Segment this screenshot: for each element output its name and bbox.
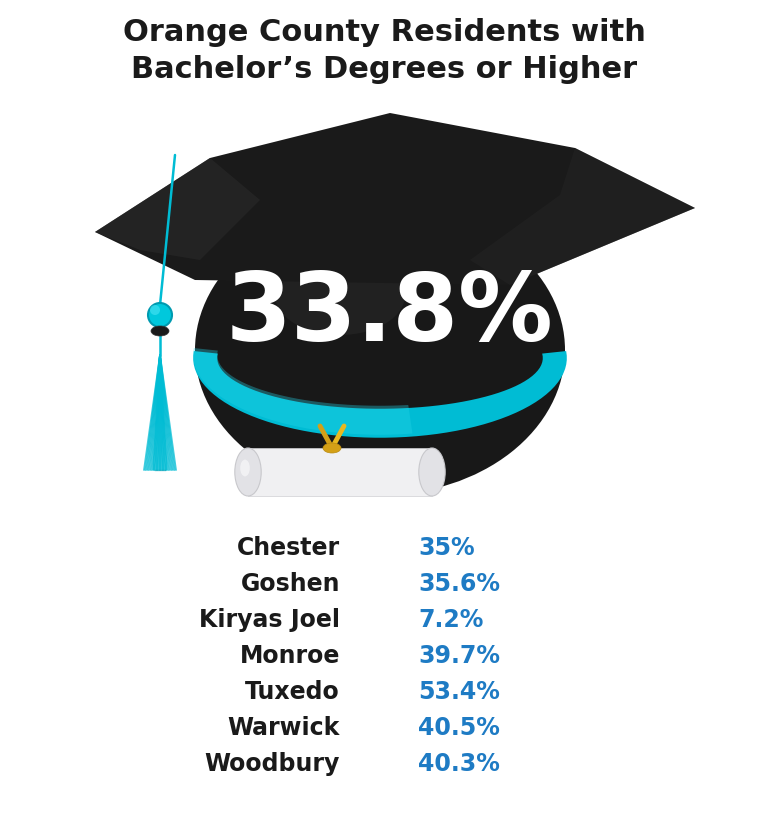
Text: Orange County Residents with: Orange County Residents with (123, 18, 645, 47)
Polygon shape (194, 351, 567, 438)
Ellipse shape (235, 448, 261, 496)
Text: 40.3%: 40.3% (418, 752, 500, 776)
Text: Monroe: Monroe (240, 644, 340, 668)
Polygon shape (194, 348, 412, 435)
Ellipse shape (240, 460, 250, 477)
Text: 35.6%: 35.6% (418, 572, 500, 596)
Text: 40.5%: 40.5% (418, 716, 500, 740)
Text: Woodbury: Woodbury (204, 752, 340, 776)
Text: Goshen: Goshen (240, 572, 340, 596)
Text: 33.8%: 33.8% (226, 269, 554, 361)
Text: Kiryas Joel: Kiryas Joel (199, 608, 340, 632)
Polygon shape (95, 113, 695, 285)
Polygon shape (470, 148, 695, 285)
Polygon shape (248, 448, 432, 496)
Ellipse shape (150, 305, 160, 315)
Ellipse shape (419, 448, 445, 496)
Text: Warwick: Warwick (227, 716, 340, 740)
Text: 35%: 35% (418, 536, 475, 560)
Ellipse shape (275, 255, 405, 335)
Text: Tuxedo: Tuxedo (245, 680, 340, 704)
Text: 7.2%: 7.2% (418, 608, 483, 632)
Ellipse shape (195, 205, 565, 495)
Ellipse shape (323, 443, 341, 453)
Text: Bachelor’s Degrees or Higher: Bachelor’s Degrees or Higher (131, 55, 637, 84)
Text: 53.4%: 53.4% (418, 680, 500, 704)
Ellipse shape (151, 326, 169, 336)
Text: Chester: Chester (237, 536, 340, 560)
Text: 39.7%: 39.7% (418, 644, 500, 668)
Ellipse shape (148, 303, 172, 327)
Polygon shape (95, 158, 260, 260)
